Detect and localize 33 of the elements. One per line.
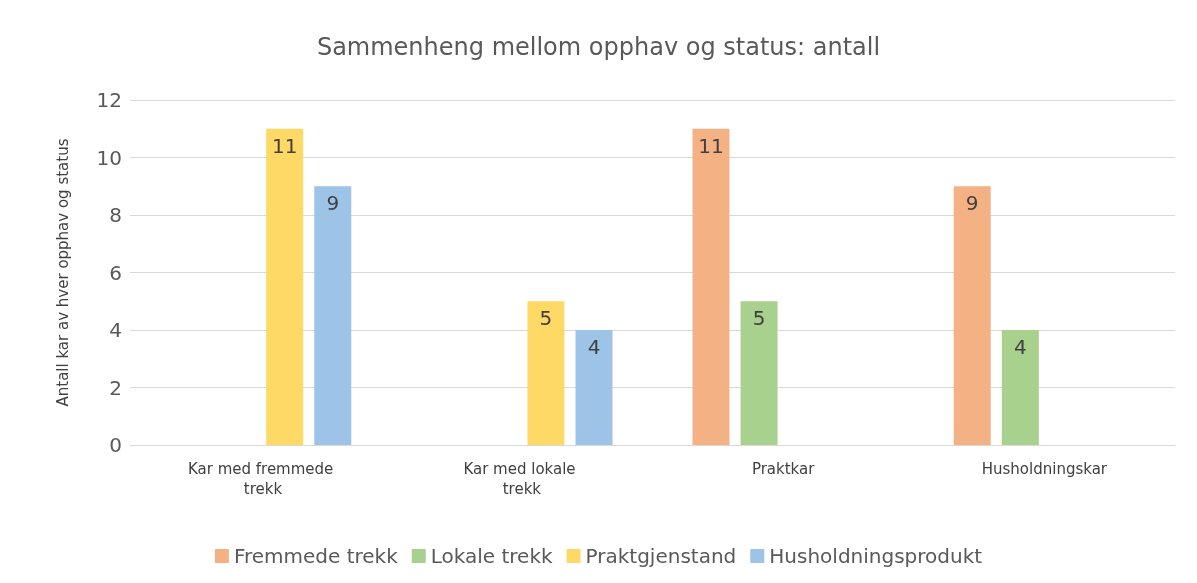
x-tick-label: Kar med fremmede trekk: [187, 460, 334, 498]
chart-title: Sammenheng mellom opphav og status: antall: [316, 33, 881, 61]
data-label: 11: [271, 133, 298, 158]
data-label: 5: [539, 306, 553, 331]
bar: [953, 186, 991, 445]
legend-label: Husholdningsprodukt: [769, 544, 983, 568]
x-tick-label: Kar med lokale trekk: [463, 460, 581, 498]
data-label: 4: [587, 335, 601, 359]
y-tick-label: 0: [109, 433, 122, 457]
data-label: 9: [965, 191, 979, 216]
legend-label: Lokale trekk: [430, 544, 553, 568]
legend-label: Fremmede trekk: [233, 544, 399, 568]
y-tick-label: 8: [109, 203, 122, 227]
bar: [1001, 330, 1039, 445]
data-label: 9: [326, 191, 340, 216]
y-tick-label: 2: [109, 375, 122, 400]
data-label: 11: [698, 133, 724, 158]
bar: [740, 301, 778, 445]
bar: [575, 330, 613, 445]
bar: [266, 128, 304, 445]
data-label: 5: [752, 306, 766, 331]
legend-label: Praktgjenstand: [585, 544, 737, 568]
x-tick-label: Husholdningskar: [981, 460, 1108, 478]
bar: [527, 301, 565, 445]
bar: [692, 128, 730, 445]
y-axis-title: Antall kar av hver opphav og status: [53, 138, 72, 407]
y-tick-label: 4: [109, 318, 122, 342]
y-tick-label: 12: [96, 88, 122, 112]
y-tick-label: 10: [96, 145, 122, 170]
y-tick-label: 6: [109, 260, 122, 285]
bar: [314, 186, 352, 445]
data-label: 4: [1013, 335, 1027, 359]
x-tick-label: Praktkar: [751, 460, 816, 478]
